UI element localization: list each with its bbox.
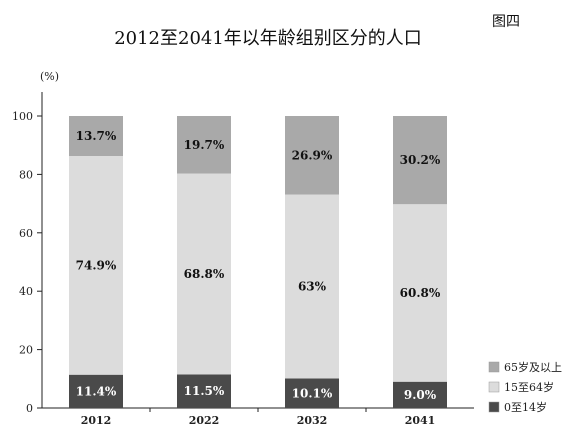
data-label: 10.1% xyxy=(292,386,333,400)
legend-label: 65岁及以上 xyxy=(504,360,562,374)
bar-segment xyxy=(177,116,231,174)
bars: 11.4% 74.9% 13.7% 11.5% 68.8% 19.7% 10.1% 63% 26… xyxy=(69,116,447,408)
bar-segment xyxy=(177,374,231,408)
data-label: 9.0% xyxy=(404,388,437,402)
data-label: 11.5% xyxy=(184,384,225,398)
legend-label: 0至14岁 xyxy=(504,400,547,414)
bar-segment xyxy=(285,194,339,379)
x-tick-label: 2032 xyxy=(297,414,328,427)
bar-segment xyxy=(285,116,339,195)
y-tick-label: 20 xyxy=(19,344,33,357)
bar-segment xyxy=(69,374,123,408)
x-tick-labels: 2012 2022 2032 2041 xyxy=(81,408,436,427)
bar-segment xyxy=(393,204,447,382)
bar-segment xyxy=(393,381,447,408)
y-tick-label: 0 xyxy=(26,402,33,415)
legend-swatch xyxy=(488,381,500,393)
legend: 65岁及以上 15至64岁 0至14岁 xyxy=(488,360,562,414)
chart-title: 2012至2041年以年龄组别区分的人口 xyxy=(114,28,422,49)
y-axis-label: (%) xyxy=(40,70,59,83)
bar-segment xyxy=(69,156,123,375)
bar-segment xyxy=(393,116,447,205)
data-label: 19.7% xyxy=(184,138,225,152)
data-label: 74.9% xyxy=(76,258,117,272)
figure-label: 图四 xyxy=(492,14,520,30)
x-tick-label: 2041 xyxy=(405,414,436,427)
data-label: 11.4% xyxy=(76,384,117,398)
bar-segment xyxy=(69,116,123,157)
x-tick-label: 2022 xyxy=(189,414,220,427)
bar-segment xyxy=(285,378,339,408)
bar-segment xyxy=(177,173,231,375)
y-ticks: 0 20 40 60 80 100 xyxy=(12,110,42,415)
data-label: 60.8% xyxy=(400,286,441,300)
data-label: 68.8% xyxy=(184,267,225,281)
data-label: 13.7% xyxy=(76,129,117,143)
data-label: 30.2% xyxy=(400,153,441,167)
y-tick-label: 80 xyxy=(19,168,33,181)
y-tick-label: 100 xyxy=(12,110,33,123)
data-label: 63% xyxy=(298,280,327,294)
x-tick-label: 2012 xyxy=(81,414,112,427)
legend-swatch xyxy=(488,361,500,373)
data-label: 26.9% xyxy=(292,148,333,162)
legend-label: 15至64岁 xyxy=(504,380,554,394)
y-tick-label: 40 xyxy=(19,285,33,298)
y-tick-label: 60 xyxy=(19,227,33,240)
legend-swatch xyxy=(488,401,500,413)
